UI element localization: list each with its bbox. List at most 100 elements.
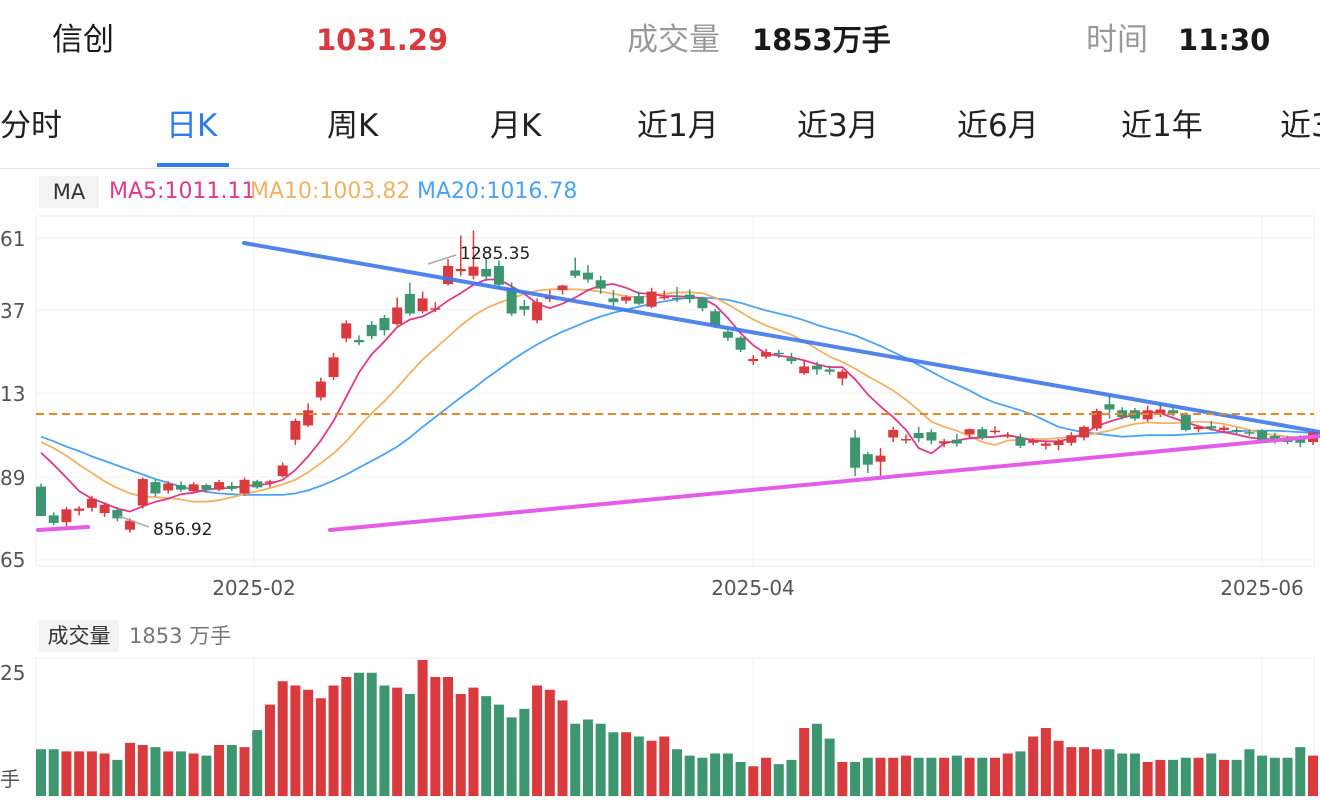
volume-ytick-unit: 手	[0, 767, 20, 791]
volume-bar	[264, 704, 275, 796]
volume-bar	[1142, 762, 1153, 796]
candlesticks	[36, 230, 1318, 533]
volume-bar	[188, 753, 199, 796]
volume-bar	[354, 672, 364, 796]
volume-value: 1853万手	[752, 23, 891, 57]
tab-3-months[interactable]: 近3月	[797, 108, 879, 144]
tab-intraday[interactable]: 分时	[0, 108, 62, 144]
volume-bar	[557, 700, 568, 796]
volume-bar	[404, 694, 415, 796]
volume-bar	[951, 755, 962, 796]
volume-bar	[913, 757, 924, 796]
volume-bar	[595, 723, 606, 796]
volume-bar	[964, 757, 975, 796]
volume-bar	[710, 753, 721, 796]
xtick-jun: 2025-06	[1220, 576, 1304, 600]
tab-1-month[interactable]: 近1月	[637, 108, 719, 144]
candle-body	[493, 265, 504, 285]
candle-body	[1066, 435, 1077, 443]
candle-body	[379, 318, 390, 331]
candle-body	[36, 486, 46, 517]
volume-bar	[773, 764, 784, 796]
candle-body	[710, 311, 721, 325]
candle-body	[1091, 411, 1102, 429]
candle-body	[888, 429, 899, 438]
volume-bar	[672, 749, 682, 796]
candle-body	[773, 352, 784, 355]
volume-bar	[990, 757, 1000, 796]
volume-selector[interactable]: 成交量	[39, 620, 119, 652]
period-tabs: 分时 日K 周K 月K 近1月 近3月 近6月 近1年 近3	[0, 82, 1320, 169]
volume-bar	[175, 751, 186, 796]
candle-body	[354, 339, 364, 343]
candle-body	[315, 381, 326, 398]
candle-body	[125, 520, 136, 530]
candle-body	[1040, 443, 1051, 446]
candle-body	[1002, 435, 1013, 437]
tab-3-years[interactable]: 近3	[1280, 108, 1320, 144]
candle-body	[99, 504, 110, 514]
volume-bar	[633, 736, 644, 796]
ma-selector[interactable]: MA	[39, 176, 99, 208]
volume-bar	[137, 745, 148, 796]
candle-body	[659, 296, 670, 299]
tab-1-year[interactable]: 近1年	[1121, 108, 1203, 144]
candle-body	[112, 510, 123, 519]
tab-6-months[interactable]: 近6月	[957, 108, 1039, 144]
volume-bar	[61, 751, 72, 796]
candle-body	[735, 337, 746, 350]
volume-bar	[1040, 728, 1051, 796]
candle-body	[1244, 432, 1255, 434]
candle-body	[239, 479, 250, 494]
ma5-value: MA5:1011.11	[109, 179, 256, 204]
candle-body	[761, 352, 772, 357]
volume-bar	[163, 751, 174, 796]
support-trendline-left	[36, 525, 90, 532]
volume-bar	[1066, 747, 1077, 796]
candle-body	[341, 323, 352, 339]
volume-bar	[1155, 759, 1166, 796]
volume-bar	[1282, 757, 1293, 796]
tab-daily-k[interactable]: 日K	[166, 108, 218, 144]
low-annotation: 856.92	[153, 520, 212, 540]
quote-header: 信创 1031.29 成交量 1853万手 时间 11:30	[0, 0, 1320, 80]
ytick-1: 61	[0, 227, 25, 251]
ma10-value: MA10:1003.82	[250, 179, 411, 204]
volume-bar	[112, 759, 123, 796]
tab-weekly-k[interactable]: 周K	[327, 108, 379, 144]
candle-body	[1218, 427, 1229, 430]
candle-body	[328, 357, 339, 378]
candle-body	[697, 298, 708, 309]
volume-bar	[239, 747, 250, 796]
ma20-value: MA20:1016.78	[417, 179, 578, 204]
tab-monthly-k[interactable]: 月K	[490, 108, 542, 144]
candle-body	[264, 481, 275, 483]
xtick-feb: 2025-02	[212, 576, 296, 600]
volume-bar	[748, 766, 759, 796]
volume-bar	[468, 687, 479, 796]
candle-body	[519, 305, 530, 310]
volume-bar	[1295, 747, 1306, 796]
volume-bar	[532, 685, 543, 796]
candle-body	[862, 454, 873, 465]
volume-bar	[1091, 749, 1102, 796]
volume-bar	[493, 704, 504, 796]
volume-bar	[1257, 755, 1268, 796]
resistance-trendline	[242, 241, 1320, 434]
volume-bar	[417, 660, 428, 796]
ma10-line	[40, 288, 1320, 503]
volume-bar	[582, 719, 593, 796]
candle-body	[277, 465, 288, 477]
candle-body	[939, 441, 950, 444]
candle-body	[1168, 410, 1179, 414]
candle-body	[913, 432, 924, 439]
candle-body	[837, 371, 848, 379]
candle-body	[570, 270, 581, 276]
candle-body	[1079, 426, 1090, 438]
support-trendline	[328, 434, 1320, 532]
candle-body	[392, 307, 403, 325]
volume-bar	[646, 740, 657, 796]
high-annotation: 1285.35	[460, 244, 530, 264]
volume-bar	[735, 762, 746, 796]
